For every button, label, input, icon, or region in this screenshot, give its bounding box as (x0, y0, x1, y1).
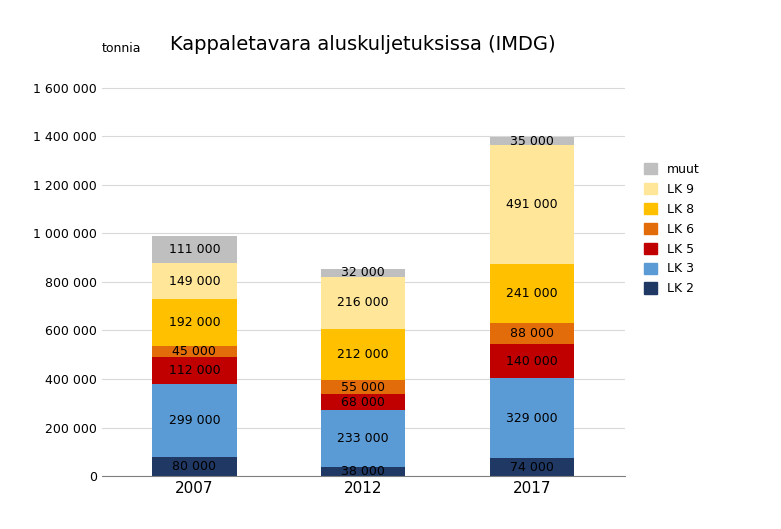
Bar (490, 264, 574, 323)
Text: 192 000: 192 000 (169, 316, 220, 329)
Text: 35 000: 35 000 (510, 134, 554, 148)
Text: 140 000: 140 000 (506, 355, 558, 368)
Bar (321, 329, 405, 380)
Text: 299 000: 299 000 (169, 414, 220, 427)
Bar (152, 236, 237, 263)
Text: 329 000: 329 000 (506, 412, 558, 425)
Bar (490, 137, 574, 145)
Bar (152, 357, 237, 384)
Bar (321, 277, 405, 329)
Text: 491 000: 491 000 (506, 198, 558, 212)
Bar (490, 323, 574, 344)
Text: 55 000: 55 000 (341, 381, 385, 394)
Bar (321, 411, 405, 467)
Title: Kappaletavara aluskuljetuksissa (IMDG): Kappaletavara aluskuljetuksissa (IMDG) (170, 34, 556, 53)
Text: tonnia: tonnia (102, 42, 141, 55)
Bar (321, 269, 405, 277)
Text: 241 000: 241 000 (506, 287, 558, 300)
Text: 212 000: 212 000 (337, 348, 389, 361)
Bar (490, 145, 574, 264)
Text: 216 000: 216 000 (337, 296, 389, 309)
Legend: muut, LK 9, LK 8, LK 6, LK 5, LK 3, LK 2: muut, LK 9, LK 8, LK 6, LK 5, LK 3, LK 2 (641, 160, 702, 298)
Text: 32 000: 32 000 (341, 266, 385, 279)
Bar (321, 380, 405, 394)
Bar (152, 384, 237, 457)
Text: 68 000: 68 000 (341, 396, 385, 408)
Text: 149 000: 149 000 (169, 275, 220, 288)
Text: 111 000: 111 000 (169, 243, 220, 256)
Bar (490, 344, 574, 378)
Text: 45 000: 45 000 (173, 345, 216, 358)
Bar (490, 458, 574, 476)
Text: 38 000: 38 000 (341, 465, 385, 478)
Bar (152, 457, 237, 476)
Bar (152, 346, 237, 357)
Text: 74 000: 74 000 (510, 461, 554, 473)
Bar (321, 467, 405, 476)
Bar (152, 299, 237, 346)
Text: 233 000: 233 000 (337, 432, 389, 445)
Text: 88 000: 88 000 (510, 327, 554, 340)
Text: 112 000: 112 000 (169, 364, 220, 377)
Text: 80 000: 80 000 (173, 460, 216, 473)
Bar (490, 378, 574, 458)
Bar (321, 394, 405, 411)
Bar (152, 263, 237, 299)
